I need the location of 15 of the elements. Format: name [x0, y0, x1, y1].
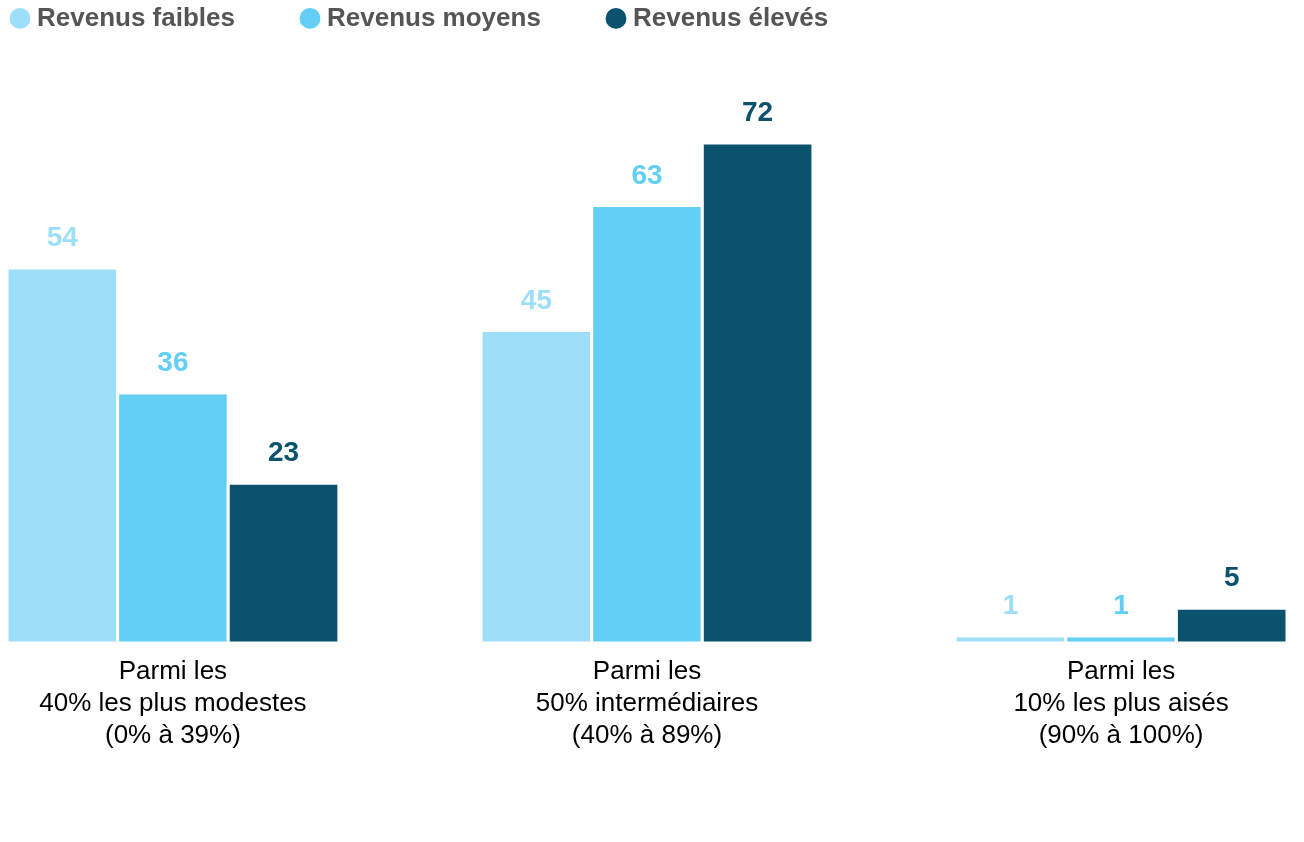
legend-label: Revenus moyens: [327, 2, 541, 33]
data-label: 1: [1002, 589, 1019, 621]
x-tick-label: Parmi les 50% intermédiaires (40% à 89%): [535, 654, 759, 749]
data-label: 5: [1223, 561, 1240, 593]
data-label: 36: [157, 346, 189, 377]
data-label: 72: [742, 96, 774, 127]
x-tick-label: Parmi les 40% les plus modestes (0% à 39%): [39, 654, 307, 749]
data-label: 1: [1113, 589, 1129, 621]
legend-label: Revenus faibles: [37, 2, 235, 33]
data-label: 45: [520, 283, 552, 315]
data-label: 54: [46, 221, 79, 252]
legend-label: Revenus élevés: [633, 2, 829, 33]
x-tick-label: Parmi les 10% les plus aisés (90% à 100%): [1013, 654, 1229, 749]
data-label: 63: [631, 158, 663, 190]
data-label: 23: [267, 436, 300, 468]
